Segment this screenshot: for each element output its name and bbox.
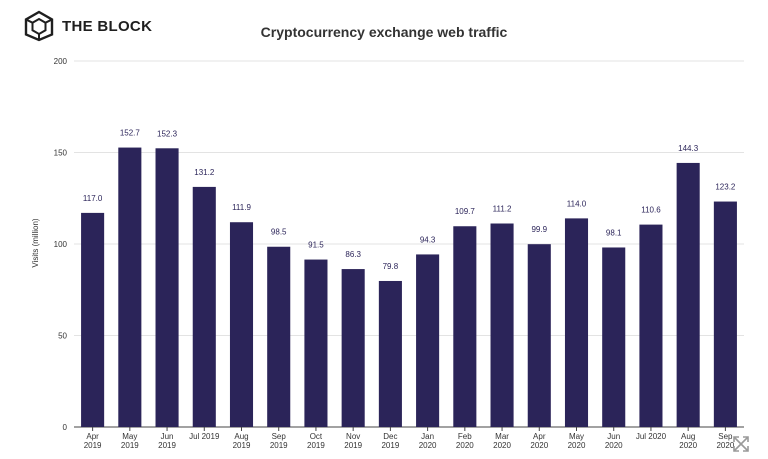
x-tick-label: 2019 [233, 441, 251, 450]
brand-logo[interactable]: THE BLOCK [24, 10, 152, 42]
x-tick-label: 2019 [381, 441, 399, 450]
y-tick-label: 50 [58, 332, 67, 341]
x-tick-label: 2019 [270, 441, 288, 450]
data-label: 144.3 [678, 144, 699, 153]
bar[interactable] [416, 254, 440, 427]
data-labels: 117.0 152.7 152.3 131.2 111.9 98.5 91.5 86.3 79.… [83, 129, 736, 271]
data-label: 131.2 [194, 168, 215, 177]
bars [81, 147, 737, 427]
bar[interactable] [229, 222, 254, 427]
x-tick-label: 2019 [84, 441, 102, 450]
x-tick-label: Mar [495, 432, 509, 441]
data-label: 117.0 [83, 194, 103, 203]
data-label: 114.0 [567, 199, 587, 208]
x-tick-label: Jun [161, 432, 174, 441]
x-tick-label: 2019 [344, 441, 362, 450]
bar[interactable] [602, 247, 626, 427]
data-label: 152.7 [120, 129, 141, 138]
x-tick-label: Feb [458, 432, 472, 441]
bar[interactable] [713, 201, 737, 427]
y-tick-label: 200 [54, 57, 68, 66]
bar[interactable] [639, 224, 663, 427]
x-tick-label: 2019 [121, 441, 139, 450]
data-label: 152.3 [157, 129, 178, 138]
bar[interactable] [341, 269, 365, 427]
data-label: 98.1 [606, 228, 622, 237]
data-label: 91.5 [308, 241, 324, 250]
bar[interactable] [490, 223, 514, 427]
data-label: 79.8 [383, 262, 399, 271]
y-tick-label: 0 [63, 423, 68, 432]
x-tick-label: Apr [533, 432, 546, 441]
data-label: 86.3 [345, 250, 361, 259]
bar[interactable] [81, 212, 105, 427]
data-label: 111.2 [493, 205, 512, 214]
cube-icon [24, 10, 54, 42]
bar[interactable] [192, 186, 216, 427]
bar[interactable] [676, 162, 700, 427]
x-tick-label: Sep [272, 432, 287, 441]
x-tick-label: Aug [681, 432, 695, 441]
y-axis-label: Visits (million) [31, 218, 40, 268]
data-label: 123.2 [715, 183, 736, 192]
data-label: 111.9 [232, 203, 251, 212]
data-label: 94.3 [420, 235, 436, 244]
chart-title: Cryptocurrency exchange web traffic [260, 24, 508, 40]
x-tick-label: 2020 [716, 441, 734, 450]
x-tick-label: Jan [421, 432, 434, 441]
grid-lines [74, 60, 744, 428]
x-tick-label: 2019 [158, 441, 176, 450]
x-tick-label: May [122, 432, 137, 441]
data-label: 109.7 [455, 207, 476, 216]
y-axis-ticks: 0 50 100 150 200 [54, 57, 68, 432]
data-label: 110.6 [641, 206, 661, 215]
x-tick-label: May [569, 432, 584, 441]
data-label: 98.5 [271, 228, 287, 237]
bar[interactable] [267, 246, 291, 427]
bar[interactable] [155, 148, 179, 427]
x-tick-label: 2020 [456, 441, 474, 450]
expand-button[interactable] [732, 435, 750, 458]
x-tick-label: 2020 [493, 441, 511, 450]
x-tick-label: Aug [234, 432, 248, 441]
x-tick-label: 2020 [605, 441, 623, 450]
x-tick-label: 2020 [679, 441, 697, 450]
x-tick-label: 2020 [530, 441, 548, 450]
bar[interactable] [378, 280, 402, 427]
y-tick-label: 150 [54, 149, 68, 158]
x-tick-label: Jul 2020 [636, 432, 667, 441]
x-tick-label: Sep [718, 432, 733, 441]
bar[interactable] [118, 147, 142, 427]
x-tick-label: 2019 [307, 441, 325, 450]
bar[interactable] [527, 244, 551, 427]
x-tick-label: Dec [383, 432, 397, 441]
x-tick-label: Oct [310, 432, 323, 441]
x-tick-label: 2020 [419, 441, 437, 450]
x-tick-label: Apr [86, 432, 99, 441]
bar[interactable] [453, 226, 477, 427]
x-tick-label: Nov [346, 432, 360, 441]
x-tick-label: 2020 [568, 441, 586, 450]
expand-icon [733, 436, 749, 452]
y-tick-label: 100 [54, 240, 68, 249]
bar[interactable] [564, 218, 589, 427]
x-tick-label: Jun [607, 432, 620, 441]
brand-name: THE BLOCK [62, 17, 153, 35]
data-label: 99.9 [531, 225, 547, 234]
bar[interactable] [304, 259, 328, 427]
x-tick-label: Jul 2019 [189, 432, 220, 441]
